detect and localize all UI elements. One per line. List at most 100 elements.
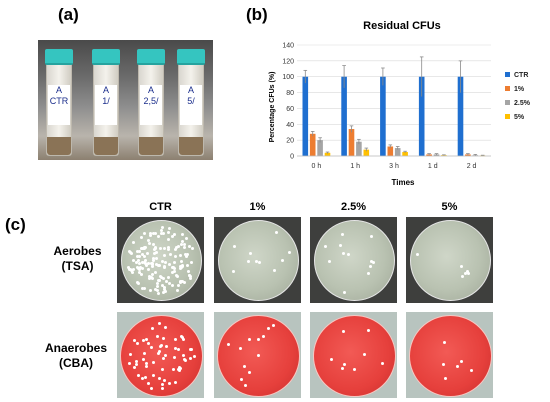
colony xyxy=(140,286,144,290)
colony xyxy=(138,265,142,269)
colony xyxy=(173,261,177,265)
colony xyxy=(127,267,131,271)
colony xyxy=(177,283,181,287)
colony xyxy=(167,227,171,231)
legend-label: 5% xyxy=(514,114,525,121)
colony xyxy=(177,367,181,371)
colony xyxy=(243,364,247,368)
colony xyxy=(163,254,167,258)
legend-swatch xyxy=(505,114,510,119)
tube-label-line1: A xyxy=(147,85,154,95)
colony xyxy=(146,342,150,346)
tube-cap xyxy=(45,49,73,65)
colony xyxy=(164,326,168,330)
colony xyxy=(170,271,174,275)
colony xyxy=(161,356,165,360)
colony xyxy=(188,273,192,277)
colony xyxy=(180,263,184,267)
tube-label: A 5/ xyxy=(180,85,202,125)
tube-label-line2: 2,5/ xyxy=(143,96,159,106)
colony xyxy=(158,377,162,381)
x-tick-label: 0 h xyxy=(312,163,322,170)
colony xyxy=(151,326,155,330)
colony xyxy=(346,253,350,257)
colony xyxy=(150,346,153,350)
chart-title: Residual CFUs xyxy=(363,20,441,32)
colony xyxy=(146,268,150,272)
colony xyxy=(143,260,147,264)
bar xyxy=(309,133,316,156)
colony xyxy=(164,279,168,283)
colony xyxy=(126,265,130,269)
colony xyxy=(246,259,250,263)
colony xyxy=(149,386,153,390)
colony xyxy=(163,288,167,292)
legend-swatch xyxy=(505,72,510,77)
colony xyxy=(181,233,185,236)
legend-label: CTR xyxy=(514,72,528,79)
colony xyxy=(135,342,139,346)
colony xyxy=(140,273,144,277)
colony xyxy=(150,276,154,280)
x-tick-label: 1 d xyxy=(428,163,438,170)
colony xyxy=(183,281,187,285)
bar xyxy=(457,76,464,156)
colony xyxy=(179,265,183,269)
colony xyxy=(174,254,178,258)
chart-xlabel: Times xyxy=(392,178,416,187)
colony xyxy=(134,260,138,264)
colony xyxy=(460,265,464,269)
tube-label: A CTR xyxy=(48,85,70,125)
plate-tsa-5pct xyxy=(406,217,493,303)
colony xyxy=(342,363,346,367)
colony xyxy=(175,246,179,250)
colony xyxy=(144,264,148,268)
colony xyxy=(152,374,156,378)
colony xyxy=(343,290,346,294)
colony xyxy=(147,277,151,281)
colony xyxy=(155,284,159,288)
colony xyxy=(140,266,144,270)
y-tick-label: 100 xyxy=(282,74,294,81)
colony xyxy=(176,274,180,278)
colony xyxy=(152,251,156,255)
tube-label: A 1/ xyxy=(95,85,117,125)
colony xyxy=(162,277,166,281)
colony xyxy=(460,274,464,278)
colony xyxy=(287,251,291,255)
colony xyxy=(249,251,253,255)
colony xyxy=(164,261,168,265)
bar xyxy=(302,76,309,156)
colony xyxy=(160,228,164,232)
colony xyxy=(164,354,168,358)
plate-tsa-ctr xyxy=(117,217,204,303)
colony xyxy=(231,270,235,274)
colony xyxy=(170,234,174,238)
colony xyxy=(176,348,180,352)
colony xyxy=(138,262,142,265)
plate-cba-1pct xyxy=(214,312,301,398)
colony xyxy=(154,251,158,255)
colony xyxy=(160,226,164,230)
colony xyxy=(147,238,151,242)
x-tick-label: 3 h xyxy=(389,163,399,170)
colony xyxy=(135,254,139,258)
plate-col-1pct: 1% xyxy=(249,201,266,213)
colony xyxy=(141,261,145,265)
plate-tsa-1pct xyxy=(214,217,301,303)
plate-dish xyxy=(121,220,202,301)
colony xyxy=(416,253,420,257)
colony xyxy=(369,265,373,269)
colony xyxy=(168,252,172,256)
colony xyxy=(192,354,196,358)
colony xyxy=(185,252,189,256)
colony xyxy=(136,374,140,378)
row-label-line1: Aerobes xyxy=(53,244,102,258)
colony xyxy=(185,263,189,267)
chart-x-ticks: 0 h 1 h 3 h 1 d 2 d xyxy=(312,163,477,170)
bar xyxy=(317,140,323,156)
tube-label-line2: CTR xyxy=(49,96,69,106)
colony xyxy=(147,382,151,386)
colony xyxy=(180,243,184,247)
tubes-photo: A CTR A 1/ A 2,5/ A 5/ xyxy=(38,40,213,160)
